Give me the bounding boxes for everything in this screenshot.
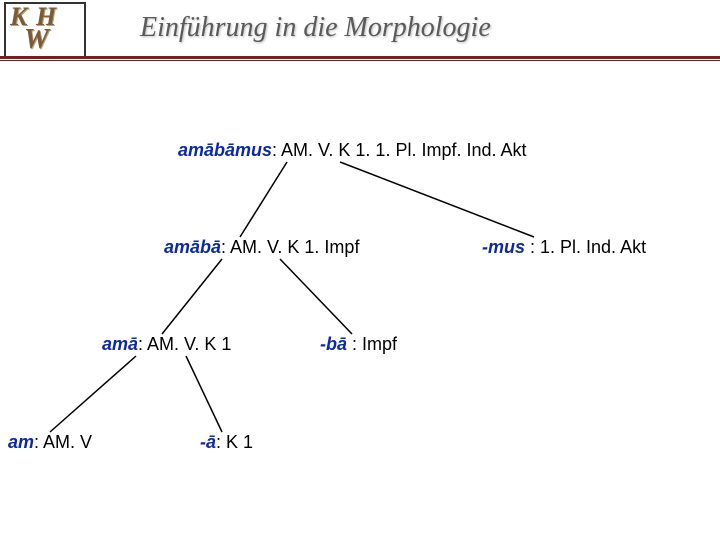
- morph-text: amābā: [164, 237, 221, 257]
- tree-node: am: AM. V: [8, 432, 92, 453]
- feature-text: : AM. V. K 1. Impf: [221, 237, 359, 257]
- morph-text: -ā: [200, 432, 216, 452]
- morph-text: amā: [102, 334, 138, 354]
- tree-edge: [186, 356, 222, 432]
- header-rule-thin: [0, 60, 720, 61]
- header-rule-thick: [0, 56, 720, 59]
- morph-text: amābāmus: [178, 140, 272, 160]
- tree-edge: [50, 356, 136, 432]
- logo-letter-w: W: [24, 24, 49, 56]
- feature-text: : Impf: [352, 334, 397, 354]
- tree-node: -bā : Impf: [320, 334, 397, 355]
- feature-text: : K 1: [216, 432, 253, 452]
- header: K H W Einführung in die Morphologie: [0, 0, 720, 62]
- tree-node: amābāmus: AM. V. K 1. 1. Pl. Impf. Ind. …: [178, 140, 527, 161]
- tree-node: amābā: AM. V. K 1. Impf: [164, 237, 359, 258]
- tree-diagram: amābāmus: AM. V. K 1. 1. Pl. Impf. Ind. …: [0, 62, 720, 540]
- page-title: Einführung in die Morphologie: [140, 12, 491, 44]
- feature-text: : AM. V: [34, 432, 92, 452]
- tree-edge: [280, 259, 352, 334]
- feature-text: : AM. V. K 1. 1. Pl. Impf. Ind. Akt: [272, 140, 526, 160]
- tree-edge: [340, 162, 534, 237]
- morph-text: am: [8, 432, 34, 452]
- logo: K H W: [4, 2, 86, 58]
- tree-edges: [0, 62, 720, 540]
- tree-node: -mus : 1. Pl. Ind. Akt: [482, 237, 646, 258]
- morph-text: -bā: [320, 334, 352, 354]
- tree-edge: [240, 162, 287, 237]
- tree-edge: [162, 259, 222, 334]
- tree-node: -ā: K 1: [200, 432, 253, 453]
- feature-text: : 1. Pl. Ind. Akt: [530, 237, 646, 257]
- morph-text: -mus: [482, 237, 530, 257]
- tree-node: amā: AM. V. K 1: [102, 334, 231, 355]
- feature-text: : AM. V. K 1: [138, 334, 231, 354]
